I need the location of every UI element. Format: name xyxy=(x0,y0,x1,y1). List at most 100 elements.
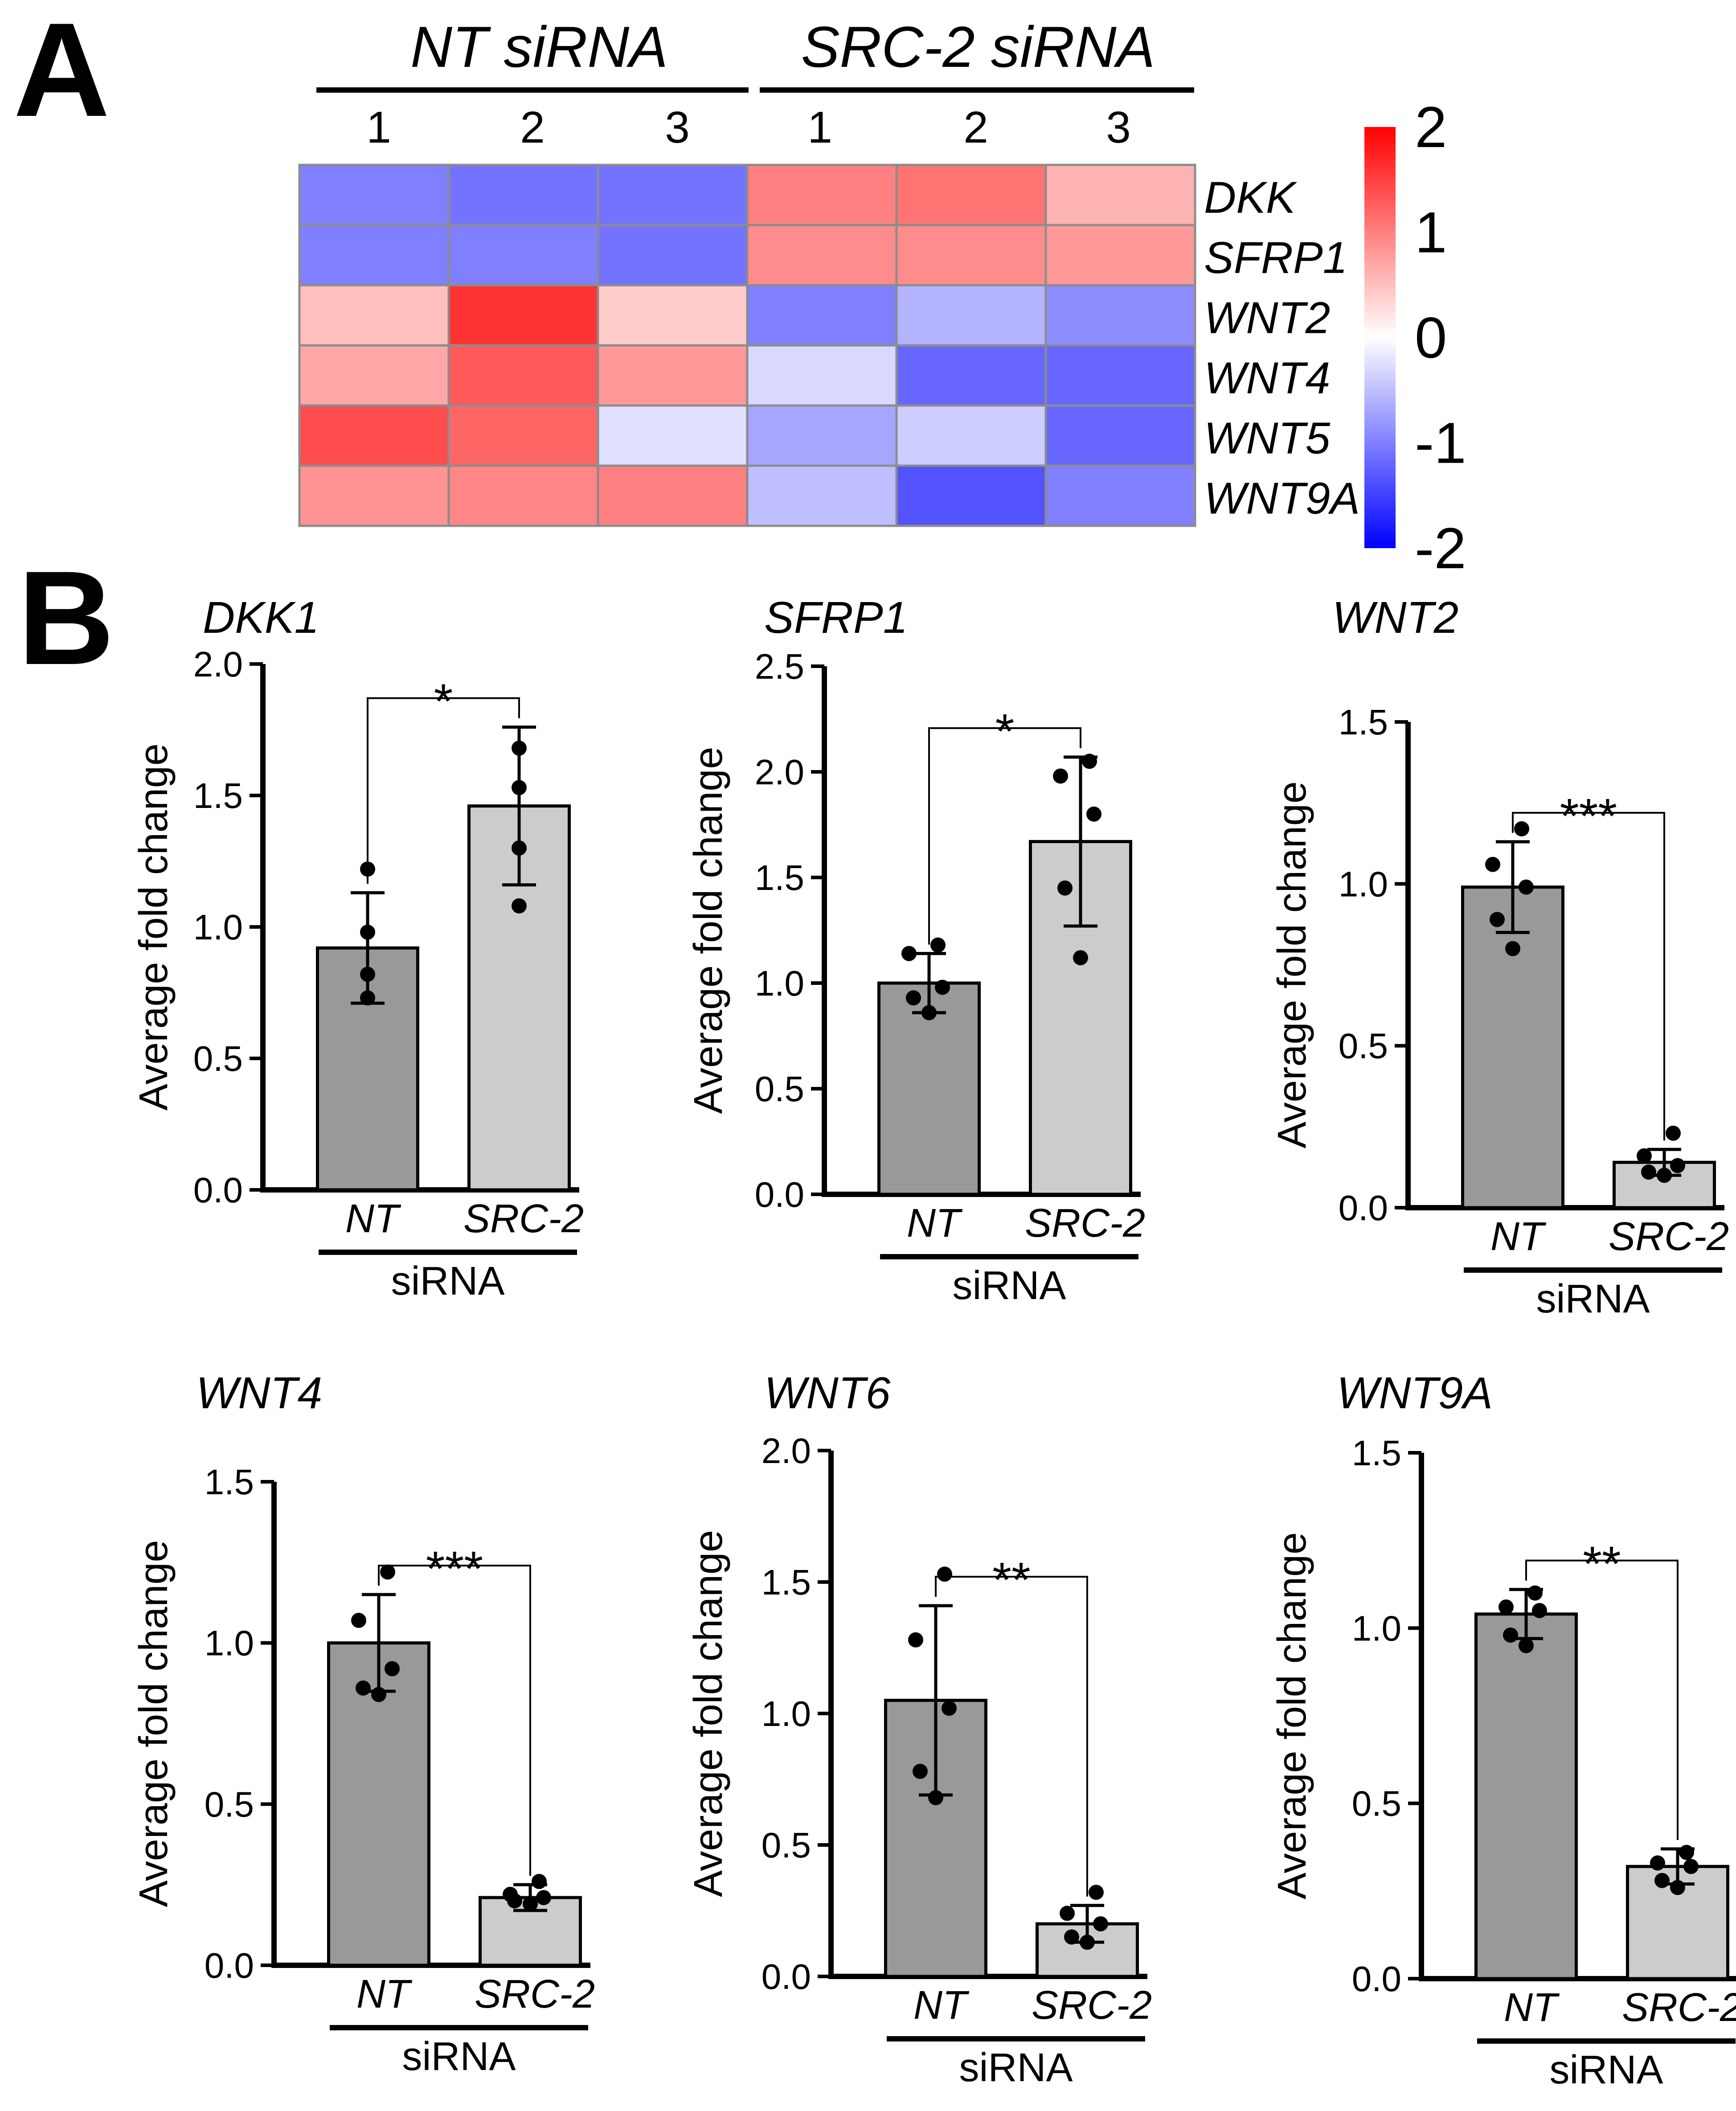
y-tick-label: 1.5 xyxy=(193,776,243,816)
significance-label: * xyxy=(995,704,1015,759)
x-tick-label: SRC-2 xyxy=(1025,1201,1145,1246)
heatmap-cell xyxy=(298,344,450,407)
heatmap-col-label: 2 xyxy=(520,102,545,152)
data-point xyxy=(1485,857,1500,872)
data-point xyxy=(901,946,917,961)
significance-bracket xyxy=(367,697,520,884)
x-tick-label: SRC-2 xyxy=(1609,1214,1729,1259)
heatmap-cell xyxy=(447,284,599,347)
panel-label-a: A xyxy=(13,0,110,144)
y-tick-label: 1.5 xyxy=(205,1462,254,1502)
data-point xyxy=(507,1893,522,1909)
heatmap-cell xyxy=(298,464,450,527)
heatmap-cell xyxy=(1044,344,1196,407)
y-tick-label: 2.5 xyxy=(755,647,804,686)
chart-title: WNT9A xyxy=(1337,1368,1493,1418)
significance-bracket xyxy=(1512,812,1665,1141)
bar-0 xyxy=(1474,1612,1578,1980)
data-point xyxy=(523,1896,538,1912)
data-point xyxy=(1490,912,1505,927)
data-point xyxy=(1060,1906,1075,1921)
y-tick-label: 2.0 xyxy=(193,644,243,684)
x-axis-label: siRNA xyxy=(959,2045,1073,2090)
heatmap-cell xyxy=(298,224,450,287)
heatmap-cell xyxy=(895,224,1047,287)
y-tick-label: 0.5 xyxy=(1352,1784,1401,1824)
heatmap-cell xyxy=(746,464,898,527)
bar-chart-wnt9a: WNT9A 0.0 0.5 1.0 1.5 Average fold change ** NT… xyxy=(1270,1368,1736,2092)
data-point xyxy=(1519,879,1534,895)
heatmap-group-label-nt: NT siRNA xyxy=(410,14,668,79)
data-point xyxy=(906,990,921,1006)
data-point xyxy=(536,1890,551,1906)
heatmap-cell xyxy=(597,404,749,467)
data-point xyxy=(1532,1603,1547,1618)
y-tick-label: 1.0 xyxy=(193,907,243,947)
data-point xyxy=(512,780,527,795)
x-tick-label: NT xyxy=(907,1201,963,1246)
data-point xyxy=(913,1763,928,1779)
data-point xyxy=(1670,1158,1685,1173)
y-tick-label: 1.0 xyxy=(1339,864,1388,904)
y-tick-label: 0.5 xyxy=(755,1069,804,1109)
heatmap-col-label: 3 xyxy=(1106,102,1131,152)
colorbar xyxy=(1364,127,1396,548)
heatmap-cell xyxy=(597,344,749,407)
significance-bracket xyxy=(928,727,1081,945)
y-tick-label: 1.0 xyxy=(762,1694,811,1734)
heatmap-cell xyxy=(895,284,1047,347)
data-point xyxy=(380,1564,395,1580)
data-point xyxy=(930,937,946,953)
y-axis-label: Average fold change xyxy=(1270,781,1314,1148)
y-tick-label: 1.0 xyxy=(205,1623,254,1663)
bar-charts: DKK1 0.0 0.5 1.0 1.5 2.0 Average fold change * N… xyxy=(131,593,1736,2092)
heatmap-col-label: 1 xyxy=(807,102,832,152)
panel-label-b: B xyxy=(18,543,115,693)
bar-1 xyxy=(479,1896,582,1967)
bar-0 xyxy=(1461,885,1564,1209)
data-point xyxy=(1053,768,1068,784)
significance-label: *** xyxy=(1560,789,1617,844)
heatmap-cell xyxy=(1044,464,1196,527)
heatmap-cell xyxy=(1044,284,1196,347)
data-point xyxy=(1064,1929,1079,1945)
y-axis-label: Average fold change xyxy=(686,1530,731,1897)
y-tick-label: 0.5 xyxy=(1339,1026,1388,1066)
x-axis-label: siRNA xyxy=(391,1259,504,1303)
heatmap-cell xyxy=(895,344,1047,407)
data-point xyxy=(1073,950,1088,966)
data-point xyxy=(360,967,375,982)
data-point xyxy=(1505,941,1520,956)
heatmap-cell xyxy=(447,344,599,407)
heatmap-group-label-src2: SRC-2 siRNA xyxy=(801,14,1155,79)
x-tick-label: SRC-2 xyxy=(1622,1985,1736,2030)
data-point xyxy=(1089,1885,1104,1900)
significance-label: *** xyxy=(426,1541,483,1596)
data-point xyxy=(356,1680,371,1696)
data-point xyxy=(1093,1916,1108,1931)
chart-title: WNT2 xyxy=(1332,593,1458,643)
colorbar-tick-label: -1 xyxy=(1415,410,1466,475)
x-tick-label: SRC-2 xyxy=(463,1197,584,1241)
chart-title: WNT4 xyxy=(196,1368,322,1418)
significance-label: ** xyxy=(1583,1537,1621,1591)
data-point xyxy=(935,980,950,995)
data-point xyxy=(1499,1599,1514,1615)
y-tick-label: 0.0 xyxy=(762,1957,811,1996)
bar-chart-wnt2: WNT2 0.0 0.5 1.0 1.5 Average fold change *** NT… xyxy=(1270,593,1729,1321)
heatmap-cell xyxy=(746,284,898,347)
heatmap-cell xyxy=(746,224,898,287)
data-point xyxy=(1666,1125,1681,1141)
y-tick-label: 0.0 xyxy=(1352,1959,1401,1999)
significance-bracket xyxy=(378,1565,531,1876)
data-point xyxy=(937,1566,952,1582)
data-point xyxy=(1503,1627,1518,1643)
colorbar-tick-label: 2 xyxy=(1415,94,1447,160)
x-tick-label: SRC-2 xyxy=(1032,1983,1152,2028)
heatmap-cell xyxy=(746,344,898,407)
data-point xyxy=(928,1790,943,1805)
y-tick-label: 0.0 xyxy=(1339,1188,1388,1228)
heatmap-row-label: WNT9A xyxy=(1204,474,1360,524)
heatmap-cell xyxy=(298,164,450,226)
data-point xyxy=(1641,1164,1656,1180)
